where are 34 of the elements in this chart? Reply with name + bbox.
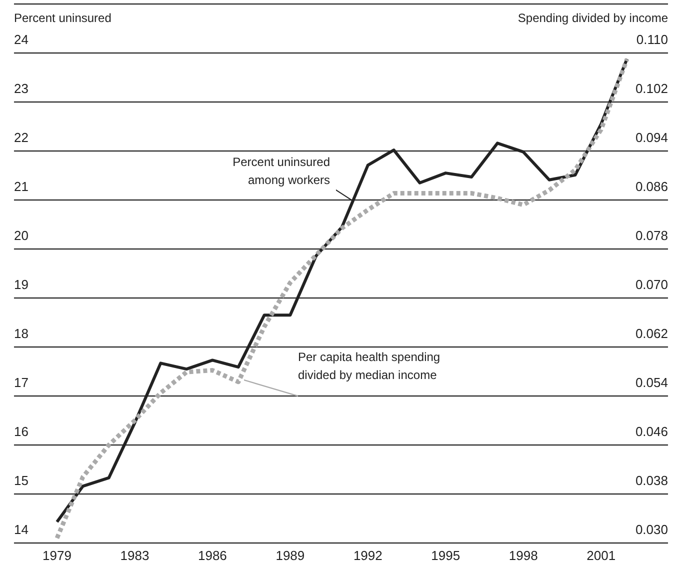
x-tick-label: 1989 <box>276 548 305 563</box>
y-tick-label: 15 <box>14 473 28 488</box>
text: Percent uninsured among workers <box>232 155 330 187</box>
x-tick-label: 1979 <box>42 548 72 563</box>
y2-tick-label: 0.054 <box>635 375 668 390</box>
x-tick-label: 2001 <box>586 548 616 563</box>
y-tick-label: 14 <box>14 522 28 537</box>
y2-axis-title: Spending divided by income <box>518 11 668 25</box>
y-tick-label: 16 <box>14 424 28 439</box>
y2-tick-label: 0.110 <box>636 32 668 47</box>
y2-tick-label: 0.094 <box>635 130 668 145</box>
x-tick-label: 1983 <box>120 548 150 563</box>
y-tick-label: 20 <box>14 228 28 243</box>
text: Per capita health spending divided by median income <box>298 350 440 382</box>
y-tick-label: 24 <box>14 32 28 47</box>
y-tick-label: 18 <box>14 326 28 341</box>
y-tick-label: 22 <box>14 130 28 145</box>
x-tick-label: 1992 <box>353 548 382 563</box>
y2-tick-label: 0.070 <box>635 277 668 292</box>
y-tick-label: 19 <box>14 277 28 292</box>
y2-tick-label: 0.086 <box>635 179 668 194</box>
y-axis-title: Percent uninsured <box>14 11 112 25</box>
y-tick-label: 21 <box>14 179 28 194</box>
y2-tick-label: 0.102 <box>635 81 668 96</box>
y2-tick-label: 0.062 <box>635 326 668 341</box>
y-tick-label: 17 <box>14 375 28 390</box>
x-tick-label: 1995 <box>431 548 460 563</box>
y2-tick-label: 0.078 <box>635 228 668 243</box>
y2-tick-label: 0.030 <box>635 522 668 537</box>
y-tick-label: 23 <box>14 81 28 96</box>
x-tick-label: 1998 <box>508 548 538 563</box>
y2-tick-label: 0.038 <box>635 473 668 488</box>
x-tick-label: 1986 <box>198 548 227 563</box>
y2-tick-label: 0.046 <box>635 424 668 439</box>
